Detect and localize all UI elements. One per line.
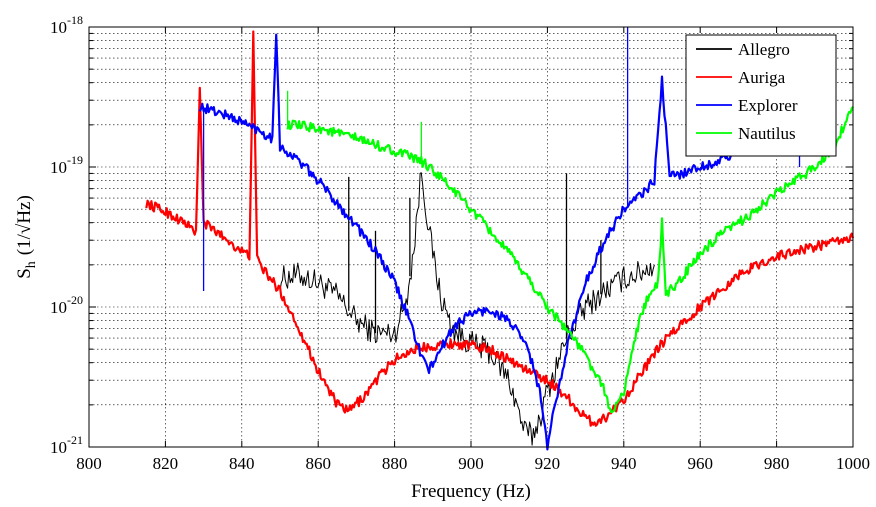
y-axis-label: Sh(1/√Hz) [14, 195, 39, 279]
y-tick-labels: 10-21 10-20 10-19 10-18 [50, 13, 83, 457]
x-tick-label: 800 [76, 454, 102, 473]
y-tick-label: 10-18 [50, 13, 83, 37]
legend-label-explorer: Explorer [738, 96, 798, 115]
legend: Allegro Auriga Explorer Nautilus [685, 34, 837, 157]
plot-frame [88, 26, 854, 448]
legend-label-auriga: Auriga [738, 68, 786, 87]
series-line-nautilus [286, 106, 854, 414]
y-tick-label: 10-20 [50, 293, 83, 317]
x-tick-label: 860 [305, 454, 331, 473]
legend-box [685, 34, 837, 157]
x-tick-label: 900 [458, 454, 484, 473]
x-axis-label: Frequency (Hz) [411, 481, 531, 502]
x-tick-label: 980 [764, 454, 790, 473]
x-tick-label: 1000 [836, 454, 870, 473]
legend-label-allegro: Allegro [738, 40, 790, 59]
x-tick-label: 920 [535, 454, 561, 473]
x-tick-label: 820 [153, 454, 179, 473]
legend-label-nautilus: Nautilus [738, 124, 796, 143]
x-tick-label: 880 [382, 454, 408, 473]
y-tick-label: 10-21 [50, 433, 83, 457]
x-tick-label: 960 [687, 454, 713, 473]
x-tick-labels: 800 820 840 860 880 900 920 940 960 980 1000 [76, 454, 870, 473]
y-tick-label: 10-19 [50, 153, 83, 177]
x-tick-label: 940 [611, 454, 637, 473]
series-line-explorer [198, 33, 732, 451]
series-line-auriga [145, 30, 855, 427]
series-line-allegro [279, 172, 655, 446]
x-tick-label: 840 [229, 454, 255, 473]
